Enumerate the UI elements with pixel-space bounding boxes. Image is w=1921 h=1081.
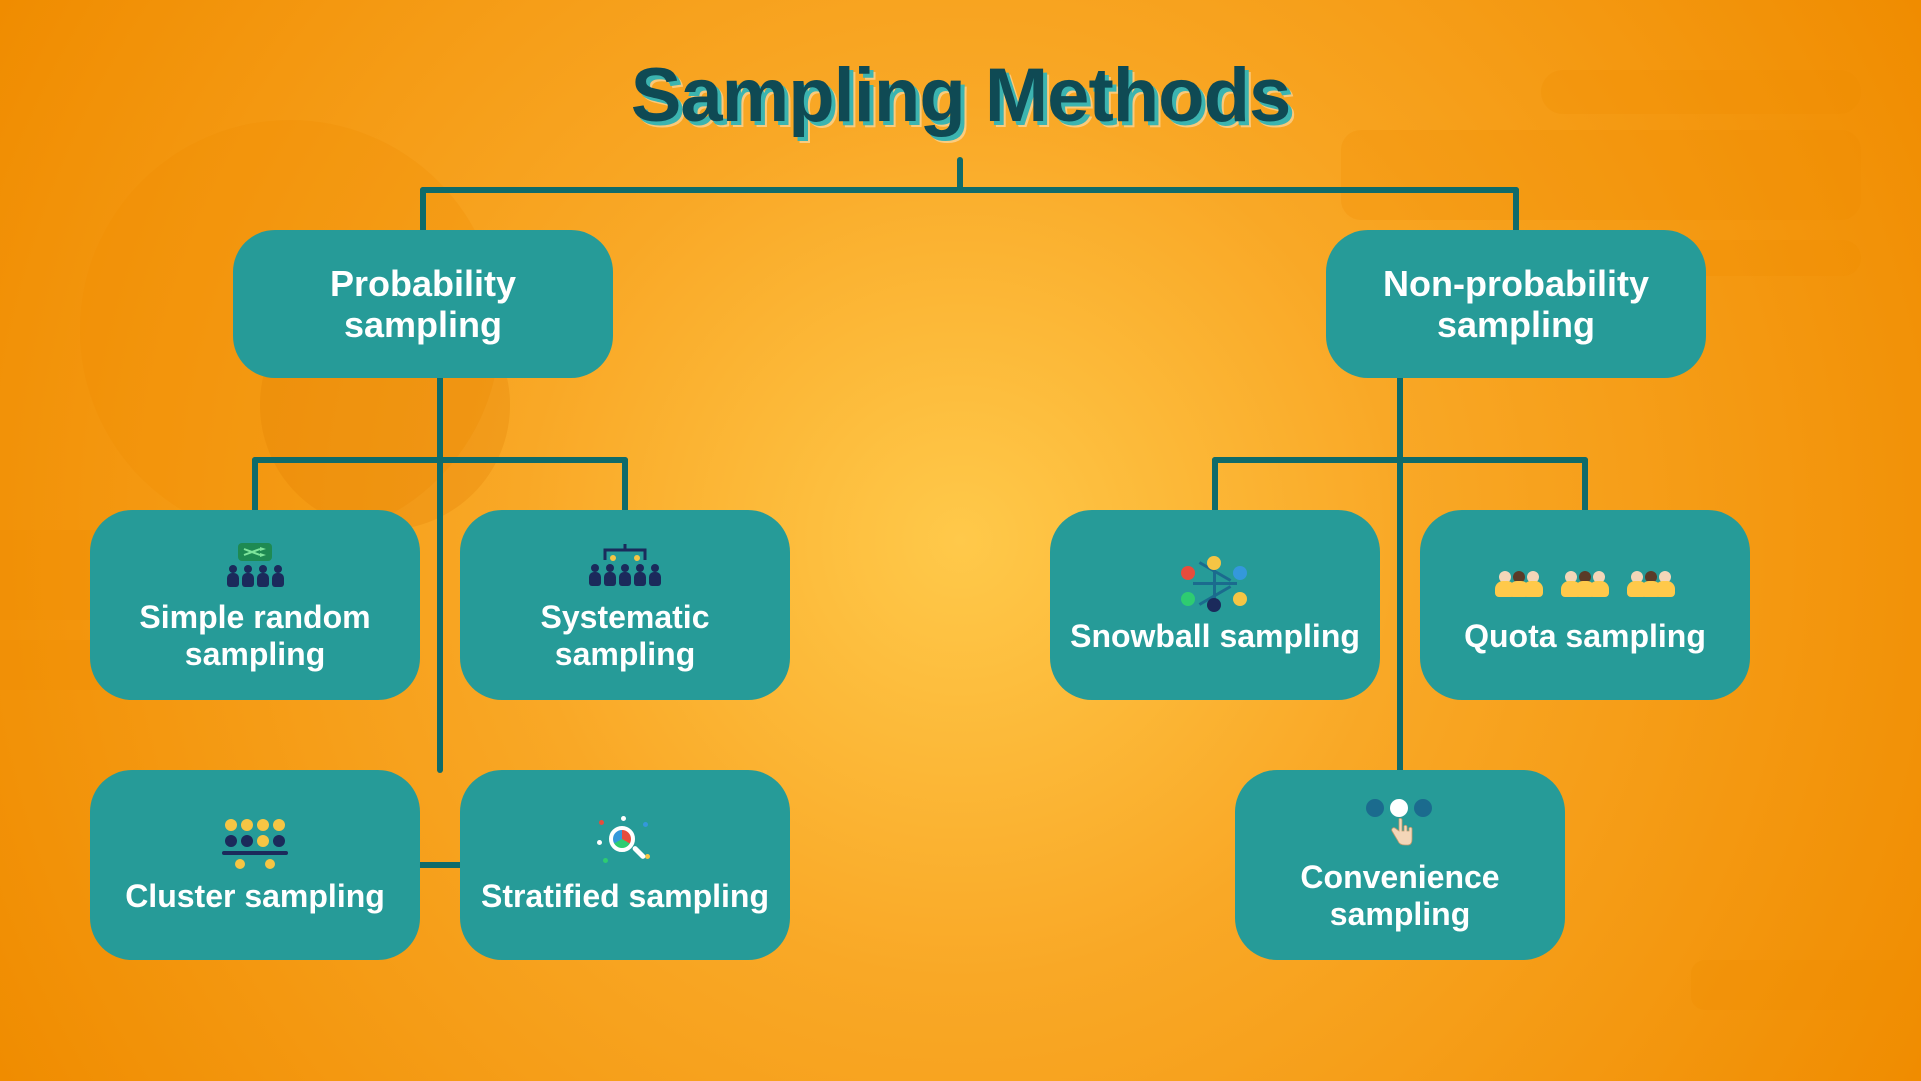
node-stratified: Stratified sampling bbox=[460, 770, 790, 960]
cluster-dots-icon bbox=[222, 816, 288, 872]
node-non-probability: Non-probability sampling bbox=[1326, 230, 1706, 378]
diagram-title: Sampling Methods bbox=[631, 52, 1291, 139]
node-snowball: Snowball sampling bbox=[1050, 510, 1380, 700]
network-people-icon bbox=[1175, 556, 1255, 612]
node-probability: Probability sampling bbox=[233, 230, 613, 378]
node-label: Convenience sampling bbox=[1255, 859, 1545, 933]
node-label: Simple random sampling bbox=[110, 599, 400, 673]
node-cluster: Cluster sampling bbox=[90, 770, 420, 960]
node-label: Probability sampling bbox=[253, 263, 593, 346]
node-systematic: Systematic sampling bbox=[460, 510, 790, 700]
bracket-people-icon bbox=[589, 537, 661, 593]
node-label: Quota sampling bbox=[1464, 618, 1706, 655]
node-quota: Quota sampling bbox=[1420, 510, 1750, 700]
node-convenience: Convenience sampling bbox=[1235, 770, 1565, 960]
node-label: Systematic sampling bbox=[480, 599, 770, 673]
node-label: Non-probability sampling bbox=[1346, 263, 1686, 346]
magnifier-icon bbox=[595, 816, 655, 872]
hand-pick-icon bbox=[1360, 797, 1440, 853]
node-label: Snowball sampling bbox=[1070, 618, 1360, 655]
node-simple-random: Simple random sampling bbox=[90, 510, 420, 700]
node-label: Stratified sampling bbox=[481, 878, 769, 915]
node-label: Cluster sampling bbox=[125, 878, 385, 915]
groups-people-icon bbox=[1495, 556, 1675, 612]
shuffle-people-icon bbox=[227, 537, 284, 593]
